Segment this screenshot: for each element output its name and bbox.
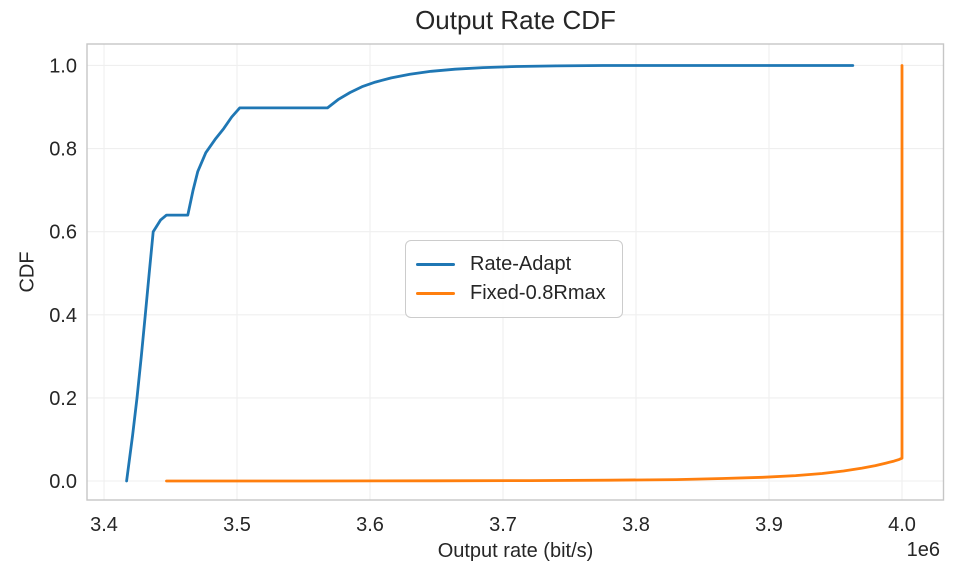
x-tick-label: 3.6 [356,514,384,536]
legend-label-rate-adapt: Rate-Adapt [470,253,572,275]
series-line-rate-adapt [125,64,855,483]
legend: Rate-Adapt Fixed-0.8Rmax [405,240,623,318]
x-tick-label: 3.9 [755,514,783,536]
y-tick-label: 1.0 [49,55,77,77]
legend-item-fixed-08rmax: Fixed-0.8Rmax [416,279,606,308]
x-tick-label: 3.7 [489,514,517,536]
x-tick-label: 3.8 [622,514,650,536]
y-tick-label: 0.8 [49,139,77,161]
legend-line-sample-fixed-08rmax [416,292,455,295]
axes-spines [86,43,945,501]
y-tick-label: 0.0 [49,471,77,493]
y-axis-label: CDF [16,251,39,293]
series-line-fixed-0-8rmax [165,64,904,483]
chart-title: Output Rate CDF [415,5,616,35]
y-tick-label: 0.4 [49,305,77,327]
x-tick-label: 4.0 [888,514,916,536]
x-tick-label: 3.5 [223,514,251,536]
x-axis-offset-text: 1e6 [906,539,940,561]
x-tick-label: 3.4 [90,514,118,536]
legend-label-fixed-08rmax: Fixed-0.8Rmax [470,282,606,304]
legend-item-rate-adapt: Rate-Adapt [416,250,606,279]
x-axis-label: Output rate (bit/s) [437,540,594,562]
legend-line-sample-rate-adapt [416,263,455,266]
y-tick-label: 0.2 [49,388,77,410]
y-tick-label: 0.6 [49,222,77,244]
